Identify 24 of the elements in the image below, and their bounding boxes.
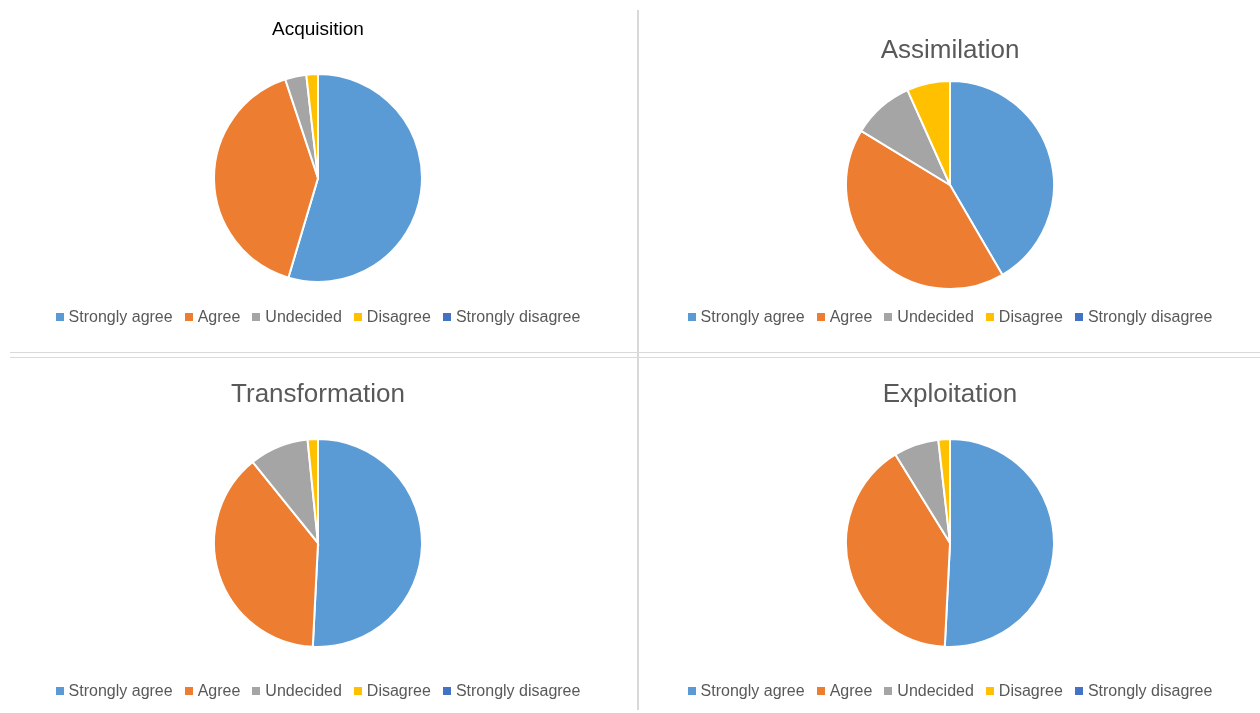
- legend-label: Strongly agree: [700, 308, 805, 326]
- legend-label: Agree: [197, 308, 241, 326]
- legend-label: Strongly disagree: [455, 682, 581, 700]
- legend-label: Undecided: [897, 682, 974, 700]
- chart-title: Exploitation: [881, 378, 1019, 409]
- chart-title: Assimilation: [879, 34, 1021, 65]
- legend-label: Strongly agree: [68, 308, 173, 326]
- legend-label: Strongly disagree: [455, 308, 581, 326]
- legend-label: Strongly disagree: [1087, 308, 1213, 326]
- legend-label: Agree: [197, 682, 241, 700]
- legend-label: Disagree: [366, 308, 431, 326]
- legend-label: Undecided: [265, 682, 342, 700]
- legend-label: Undecided: [897, 308, 974, 326]
- legend-label: Agree: [829, 308, 873, 326]
- legend-label: Disagree: [366, 682, 431, 700]
- legend-label: Disagree: [998, 308, 1063, 326]
- chart-title: Transformation: [230, 378, 406, 409]
- legend-label: Agree: [829, 682, 873, 700]
- legend-label: Strongly agree: [700, 682, 805, 700]
- legend-label: Disagree: [998, 682, 1063, 700]
- legend-label: Strongly agree: [68, 682, 173, 700]
- chart-title: Acquisition: [271, 18, 365, 40]
- legend-label: Undecided: [265, 308, 342, 326]
- legend-label: Strongly disagree: [1087, 682, 1213, 700]
